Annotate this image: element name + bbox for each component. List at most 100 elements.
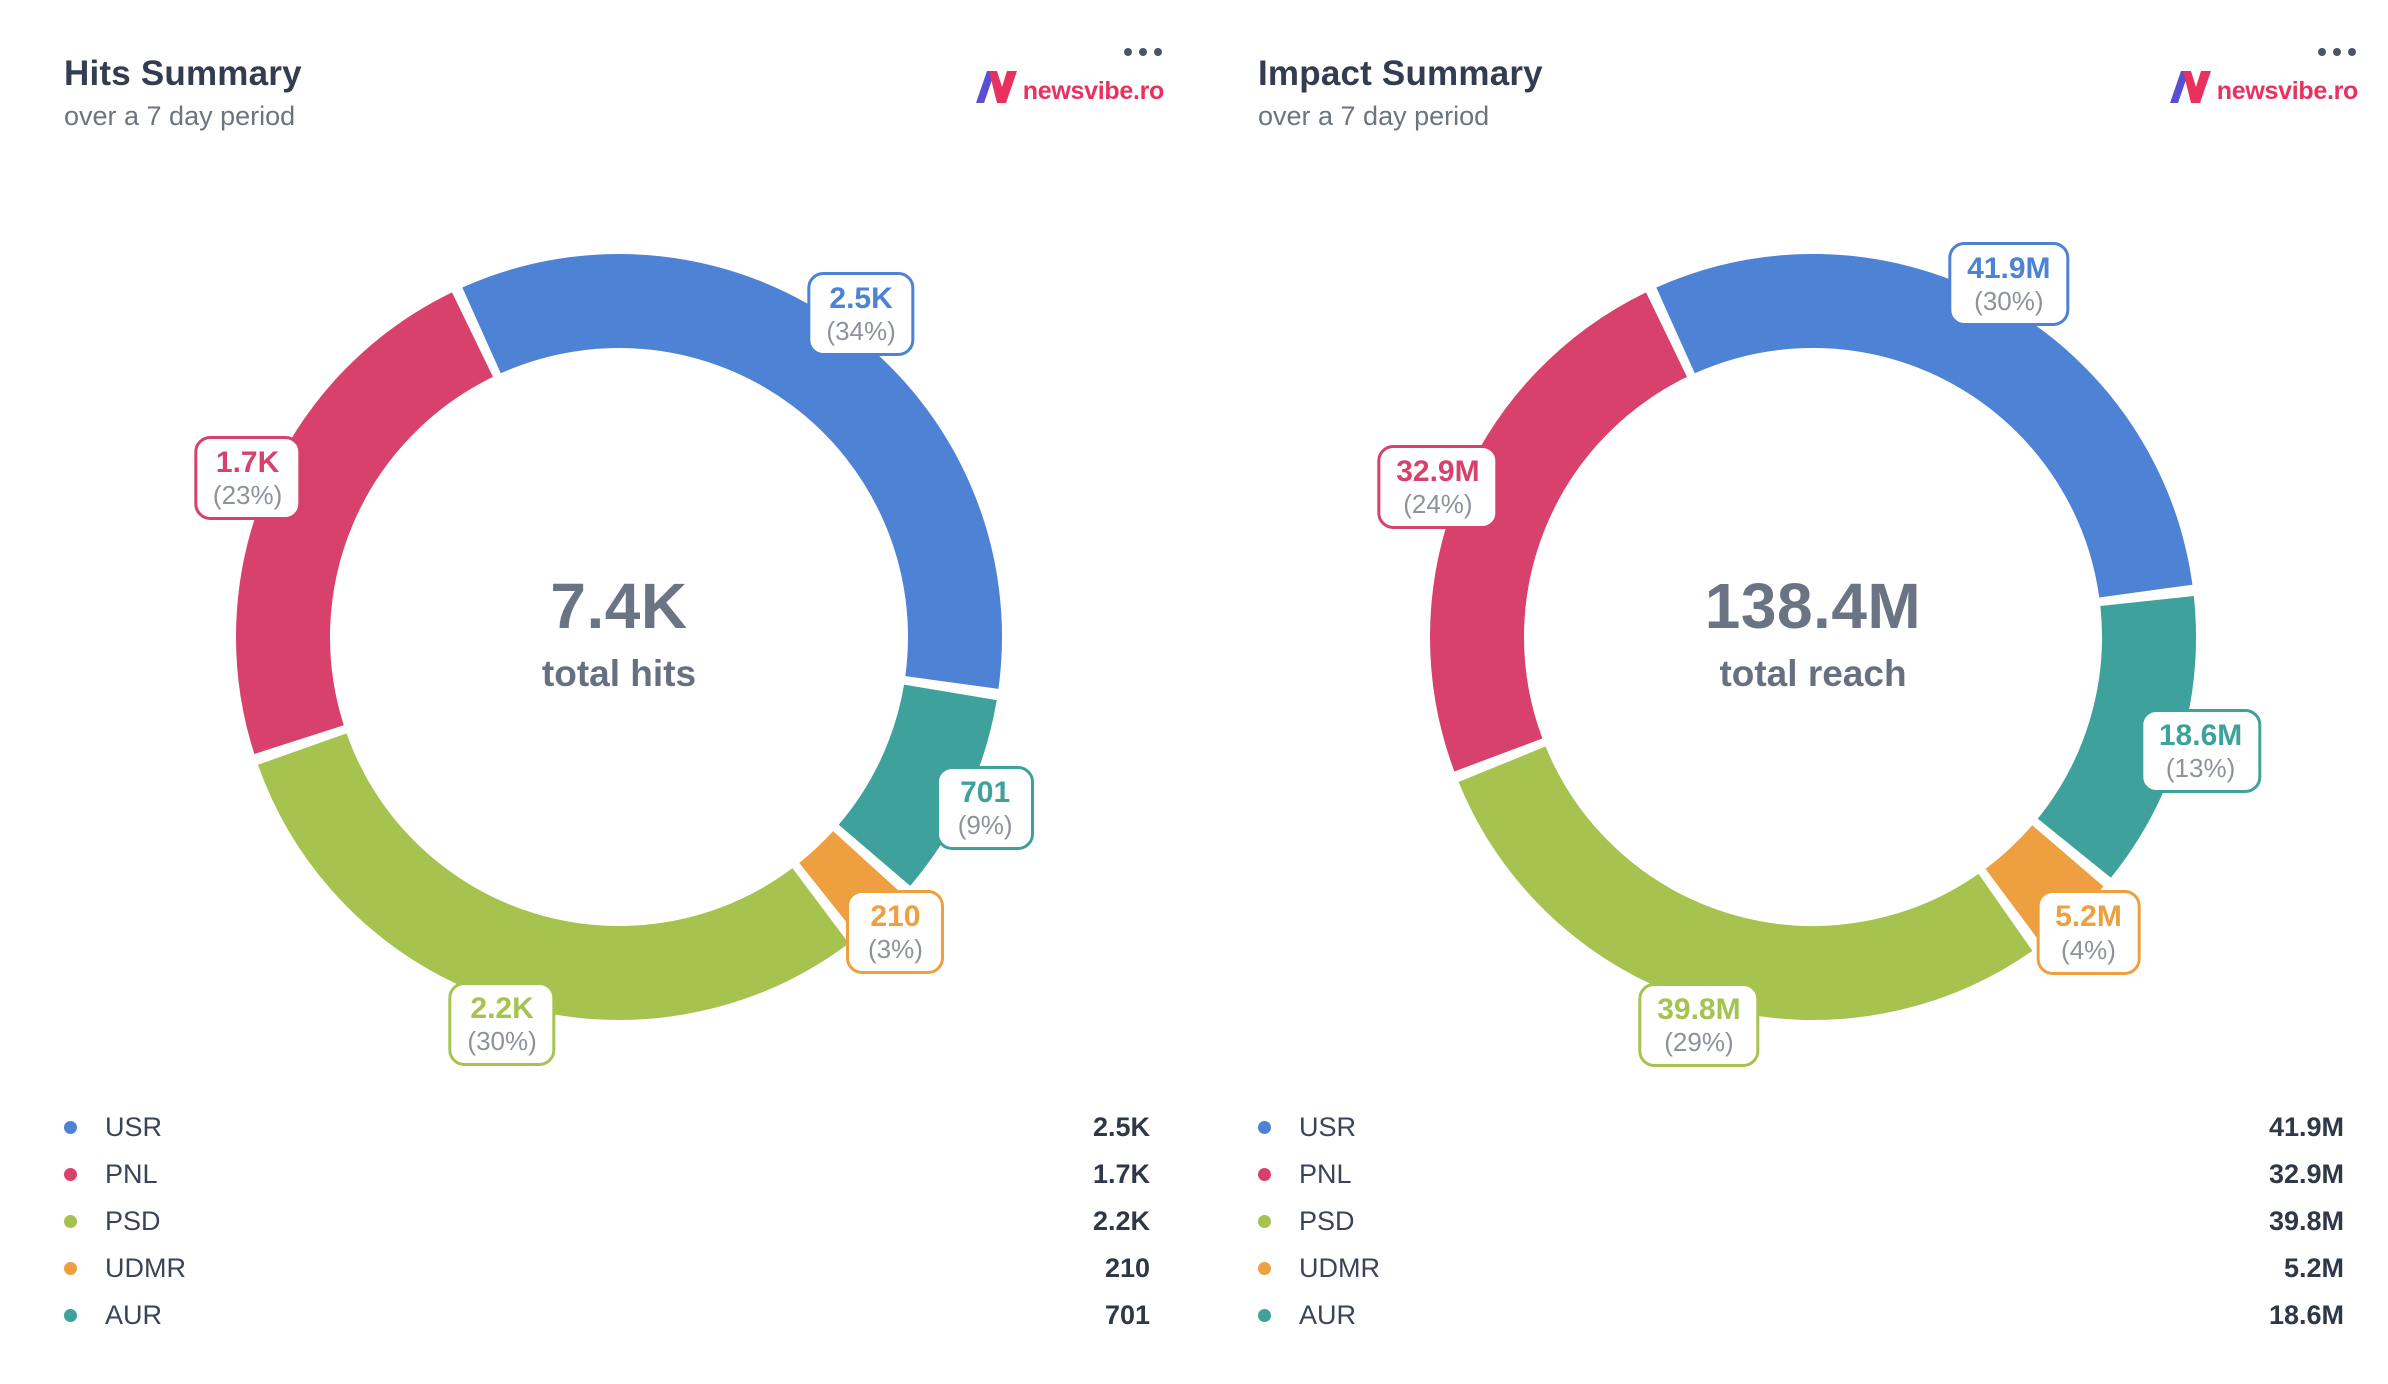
chart-title: Hits Summary (64, 54, 302, 93)
legend-label: PSD (1299, 1206, 1355, 1236)
donut-slice-udmr[interactable] (798, 830, 903, 937)
callout-value: 39.8M (1657, 992, 1741, 1026)
legend-value: 210 (1104, 1253, 1150, 1283)
donut-slice-udmr[interactable] (1984, 824, 2104, 945)
donut-slice-pnl[interactable] (236, 292, 494, 754)
legend-dot-icon (1258, 1309, 1271, 1322)
hits-summary-card: Hits Summary over a 7 day period newsvib… (64, 44, 1165, 1339)
legend-dot-icon (1258, 1121, 1271, 1134)
legend-value: 2.2K (1092, 1206, 1150, 1236)
chart-subtitle: over a 7 day period (64, 101, 296, 131)
donut-slice-pnl[interactable] (1430, 292, 1688, 772)
callout-pct: (13%) (2165, 753, 2236, 784)
logo-text: newsvibe.ro (2216, 77, 2359, 105)
chart-subtitle: over a 7 day period (1258, 101, 1490, 131)
donut-slice-aur[interactable] (2037, 595, 2196, 878)
callout-pct: (4%) (2061, 934, 2116, 965)
slice-callout-udmr: 210 (3%) (846, 889, 945, 974)
legend-label: USR (105, 1112, 163, 1142)
legend-label: USR (1299, 1112, 1357, 1142)
logo-block: newsvibe.ro (2169, 44, 2359, 105)
callout-pct: (34%) (826, 315, 896, 346)
ellipsis-menu-icon[interactable] (1122, 44, 1164, 60)
legend-row-pnl[interactable]: PNL 32.9M (1258, 1151, 2344, 1198)
callout-pct: (30%) (1974, 286, 2044, 316)
callout-pct: (30%) (467, 1026, 537, 1057)
callout-value: 1.7K (215, 445, 280, 479)
chart-legend: USR 2.5K PNL 1.7K PSD 2.2K UDMR 210 AUR … (64, 1104, 1150, 1339)
legend-dot-icon (64, 1262, 77, 1275)
center-total-label: total reach (1719, 652, 1907, 694)
slice-callout-psd: 39.8M (29%) (1638, 982, 1760, 1067)
legend-label: PNL (1299, 1159, 1352, 1189)
impact-summary-card: Impact Summary over a 7 day period newsv… (1194, 0, 2388, 1384)
slice-callout-usr: 41.9M (30%) (1948, 241, 2070, 326)
legend-value: 41.9M (2268, 1112, 2344, 1142)
legend-row-aur[interactable]: AUR 18.6M (1258, 1292, 2344, 1339)
donut-slice-psd[interactable] (1458, 745, 2033, 1020)
callout-pct: (9%) (957, 810, 1013, 841)
legend-dot-icon (1258, 1262, 1271, 1275)
legend-dot-icon (64, 1215, 77, 1228)
logo-block: newsvibe.ro (975, 44, 1165, 105)
legend-dot-icon (64, 1309, 77, 1322)
donut-slice-psd[interactable] (257, 732, 849, 1020)
callout-pct: (23%) (212, 480, 283, 511)
callout-value: 41.9M (1967, 251, 2051, 285)
card-header: Hits Summary over a 7 day period (64, 54, 302, 132)
legend-value: 2.5K (1092, 1112, 1150, 1142)
n-logo-icon (2169, 71, 2211, 103)
donut-slice-aur[interactable] (838, 683, 997, 886)
legend-value: 18.6M (2268, 1300, 2344, 1330)
legend-value: 39.8M (2268, 1206, 2344, 1236)
callout-value: 2.2K (470, 991, 534, 1025)
callout-pct: (24%) (1403, 489, 1473, 520)
donut-slice-usr[interactable] (1656, 254, 2193, 599)
legend-row-usr[interactable]: USR 41.9M (1258, 1104, 2344, 1151)
legend-row-udmr[interactable]: UDMR 5.2M (1258, 1245, 2344, 1292)
legend-value: 701 (1104, 1300, 1150, 1330)
callout-pct: (3%) (868, 933, 923, 964)
slice-callout-aur: 701 (9%) (936, 765, 1035, 850)
callout-value: 5.2M (2055, 900, 2122, 934)
legend-row-aur[interactable]: AUR 701 (64, 1292, 1150, 1339)
center-total-value: 7.4K (550, 569, 688, 642)
center-total-value: 138.4M (1704, 569, 1922, 642)
logo-text: newsvibe.ro (1022, 77, 1165, 105)
newsvibe-logo: newsvibe.ro (975, 66, 1165, 105)
legend-dot-icon (64, 1168, 77, 1181)
callout-value: 210 (870, 899, 921, 933)
chart-center-total: 138.4M total reach (1705, 569, 1921, 695)
callout-value: 701 (960, 775, 1011, 809)
legend-value: 1.7K (1092, 1159, 1150, 1189)
donut-chart-hits (236, 254, 1002, 1020)
legend-label: PNL (105, 1159, 158, 1189)
card-header: Impact Summary over a 7 day period (1258, 54, 1543, 132)
callout-pct: (29%) (1664, 1026, 1734, 1057)
callout-value: 2.5K (829, 281, 893, 315)
legend-label: AUR (105, 1300, 163, 1330)
donut-slice-usr[interactable] (462, 254, 1002, 689)
center-total-label: total hits (541, 652, 697, 694)
legend-label: PSD (105, 1206, 161, 1236)
chart-title: Impact Summary (1258, 54, 1543, 93)
legend-dot-icon (1258, 1215, 1271, 1228)
legend-row-pnl[interactable]: PNL 1.7K (64, 1151, 1150, 1198)
legend-row-udmr[interactable]: UDMR 210 (64, 1245, 1150, 1292)
slice-callout-usr: 2.5K (34%) (807, 271, 915, 356)
slice-callout-aur: 18.6M (13%) (2139, 709, 2262, 794)
donut-chart-impact (1430, 254, 2196, 1020)
legend-label: AUR (1299, 1300, 1357, 1330)
legend-dot-icon (64, 1121, 77, 1134)
legend-row-psd[interactable]: PSD 39.8M (1258, 1198, 2344, 1245)
legend-label: UDMR (105, 1253, 186, 1283)
chart-legend: USR 41.9M PNL 32.9M PSD 39.8M UDMR 5.2M … (1258, 1104, 2344, 1339)
legend-row-psd[interactable]: PSD 2.2K (64, 1198, 1150, 1245)
n-logo-icon (975, 71, 1017, 103)
callout-value: 18.6M (2158, 719, 2243, 753)
newsvibe-logo: newsvibe.ro (2169, 66, 2359, 105)
chart-center-total: 7.4K total hits (542, 569, 696, 695)
legend-label: UDMR (1299, 1253, 1380, 1283)
ellipsis-menu-icon[interactable] (2316, 44, 2358, 60)
legend-row-usr[interactable]: USR 2.5K (64, 1104, 1150, 1151)
